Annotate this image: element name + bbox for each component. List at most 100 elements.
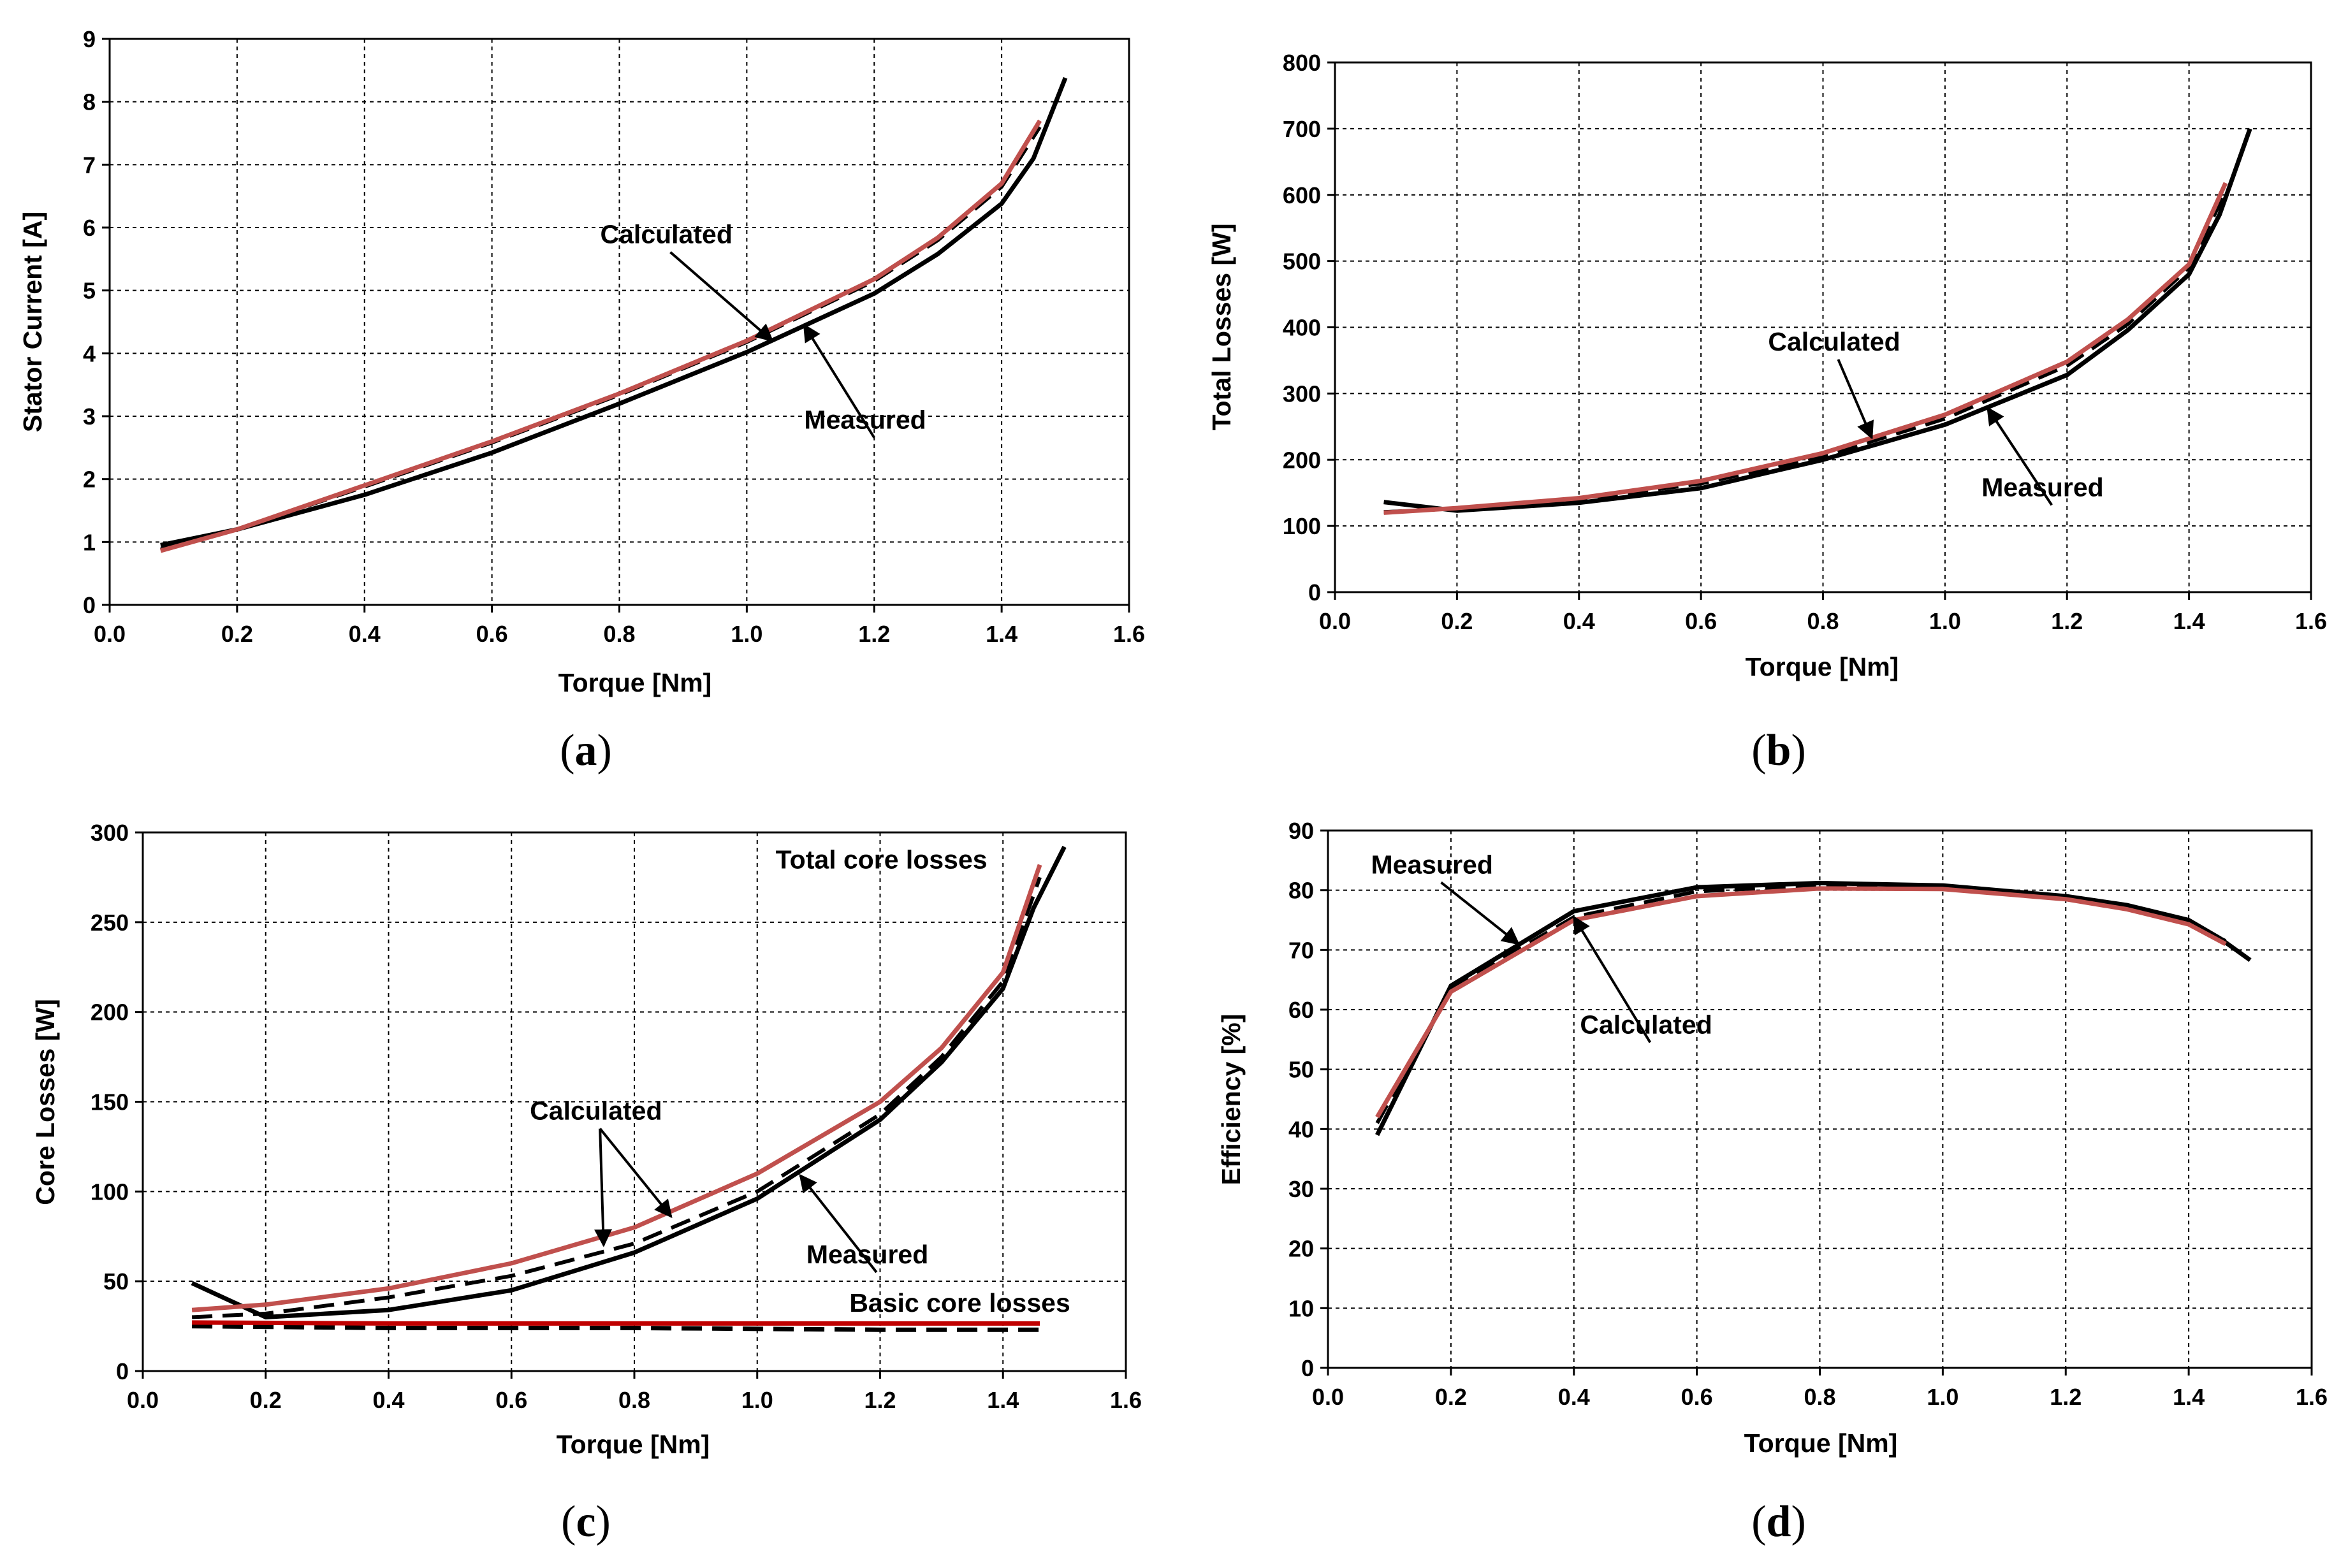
- x-tick-label: 1.0: [731, 621, 762, 647]
- y-tick-label: 10: [1288, 1295, 1314, 1321]
- annotation-basic-core-losses: Basic core losses: [849, 1288, 1070, 1318]
- annotation-measured: Measured: [804, 405, 926, 435]
- y-tick-label: 0: [1301, 1355, 1314, 1381]
- x-tick-label: 0.6: [476, 621, 508, 647]
- y-tick-label: 500: [1283, 249, 1321, 275]
- x-tick-label: 1.0: [741, 1387, 773, 1413]
- annotation-measured: Measured: [1371, 850, 1493, 879]
- y-tick-label: 0: [83, 592, 96, 618]
- x-tick-label: 0.2: [1441, 608, 1473, 634]
- chart-panel-b: 0.0 0.2 0.4 0.6 0.8 1.0 1.2 1.4 1.6 0 100 200 300 400…: [1207, 50, 2327, 775]
- y-tick-label: 40: [1288, 1116, 1314, 1142]
- x-tick-label: 1.6: [1113, 621, 1145, 647]
- x-tick-label: 0.6: [495, 1387, 527, 1413]
- x-tick-label: 0.8: [603, 621, 635, 647]
- series-line-calculated-dashed: [1375, 883, 2227, 1124]
- y-tick-label: 80: [1288, 878, 1314, 904]
- x-tick-label: 0.2: [250, 1387, 282, 1413]
- annotation-calculated: Calculated: [601, 220, 733, 249]
- y-tick-label: 50: [1288, 1057, 1314, 1083]
- y-tick-label: 1: [83, 529, 96, 555]
- y-tick-label: 3: [83, 403, 96, 430]
- x-tick-label: 1.2: [864, 1387, 896, 1413]
- x-tick-label: 0.2: [221, 621, 253, 647]
- y-tick-label: 9: [83, 26, 96, 52]
- y-tick-label: 800: [1283, 50, 1321, 76]
- y-tick-label: 70: [1288, 937, 1314, 963]
- annotation-arrow: [1573, 915, 1652, 1043]
- x-tick-label: 1.6: [2295, 608, 2327, 634]
- series-line-measured: [160, 76, 1068, 548]
- x-tick-label: 1.2: [2051, 608, 2083, 634]
- annotation-calculated: Calculated: [1768, 327, 1900, 356]
- annotation-arrow: [1440, 881, 1520, 945]
- x-tick-label: 1.2: [2050, 1384, 2082, 1410]
- annotation-arrow: [803, 323, 876, 439]
- series-line-calculated: [1375, 886, 2227, 1119]
- x-tick-label: 0.4: [372, 1387, 404, 1413]
- x-tick-label: 1.6: [1110, 1387, 1142, 1413]
- x-tick-label: 1.4: [2173, 1384, 2205, 1410]
- x-tick-label: 0.0: [1312, 1384, 1344, 1410]
- annotation-measured: Measured: [1981, 472, 2103, 502]
- annotation-arrow: [599, 1128, 673, 1218]
- y-tick-label: 60: [1288, 997, 1314, 1023]
- y-tick-label: 50: [103, 1268, 129, 1295]
- chart-panel-c: 0.0 0.2 0.4 0.6 0.8 1.0 1.2 1.4 1.6 0 50 100 150 200 2…: [31, 820, 1142, 1546]
- y-axis-label: Stator Current [A]: [18, 212, 47, 432]
- series-line-calculated-total-core-losses: [191, 864, 1042, 1312]
- x-tick-label: 1.4: [2173, 608, 2205, 634]
- y-tick-label: 8: [83, 89, 96, 115]
- x-tick-label: 1.6: [2296, 1384, 2328, 1410]
- y-tick-label: 6: [83, 215, 96, 241]
- y-tick-label: 0: [1308, 579, 1321, 606]
- annotation-arrow: [1987, 406, 2053, 506]
- annotation-arrow: [669, 251, 774, 342]
- y-axis-label: Core Losses [W]: [31, 999, 60, 1205]
- y-tick-label: 5: [83, 278, 96, 304]
- series-line-measured: [1383, 127, 2252, 513]
- y-axis-label: Total Losses [W]: [1207, 224, 1236, 431]
- x-tick-label: 0.8: [618, 1387, 650, 1413]
- x-tick-label: 0.0: [1319, 608, 1351, 634]
- y-tick-label: 4: [83, 340, 96, 367]
- series-line-calculated: [1383, 182, 2228, 515]
- y-tick-label: 300: [1283, 381, 1321, 407]
- annotation-arrow: [594, 1128, 613, 1247]
- annotation-measured: Measured: [806, 1240, 928, 1269]
- y-tick-label: 30: [1288, 1176, 1314, 1202]
- chart-panel-a: 0.0 0.2 0.4 0.6 0.8 1.0 1.2 1.4 1.6 0 1 2 3 4 5 6 7 8 9 Tor…: [18, 26, 1145, 775]
- x-tick-label: 1.0: [1927, 1384, 1958, 1410]
- x-tick-label: 0.0: [127, 1387, 159, 1413]
- y-tick-label: 600: [1283, 182, 1321, 208]
- y-tick-label: 200: [91, 999, 129, 1026]
- y-tick-label: 100: [1283, 513, 1321, 539]
- x-tick-label: 0.8: [1807, 608, 1839, 634]
- chart-panel-d: 0.0 0.2 0.4 0.6 0.8 1.0 1.2 1.4 1.6 0 10 20 30 40 50 60…: [1216, 818, 2328, 1546]
- series-line-measured-total-core-losses: [191, 845, 1067, 1319]
- annotation-calculated: Calculated: [530, 1096, 662, 1126]
- x-tick-label: 0.4: [349, 621, 381, 647]
- y-tick-label: 200: [1283, 447, 1321, 473]
- y-tick-label: 2: [83, 467, 96, 493]
- x-tick-label: 1.4: [986, 621, 1017, 647]
- annotation-total-core-losses: Total core losses: [776, 845, 988, 874]
- y-tick-label: 0: [116, 1358, 129, 1384]
- x-tick-label: 0.6: [1685, 608, 1717, 634]
- x-tick-label: 0.0: [94, 621, 126, 647]
- panel-label-c: (c): [561, 1497, 611, 1546]
- y-tick-label: 300: [91, 820, 129, 846]
- x-axis-label: Torque [Nm]: [557, 1430, 710, 1459]
- y-tick-label: 400: [1283, 315, 1321, 341]
- x-tick-label: 0.4: [1563, 608, 1595, 634]
- x-axis-label: Torque [Nm]: [1744, 1428, 1898, 1458]
- series-line-calculated: [159, 119, 1042, 553]
- y-tick-label: 700: [1283, 116, 1321, 142]
- panel-label-a: (a): [560, 726, 612, 775]
- y-tick-label: 100: [91, 1179, 129, 1205]
- x-tick-label: 1.2: [858, 621, 890, 647]
- series-line-calculated-basic-core-losses: [192, 1320, 1040, 1326]
- y-tick-label: 90: [1288, 818, 1314, 844]
